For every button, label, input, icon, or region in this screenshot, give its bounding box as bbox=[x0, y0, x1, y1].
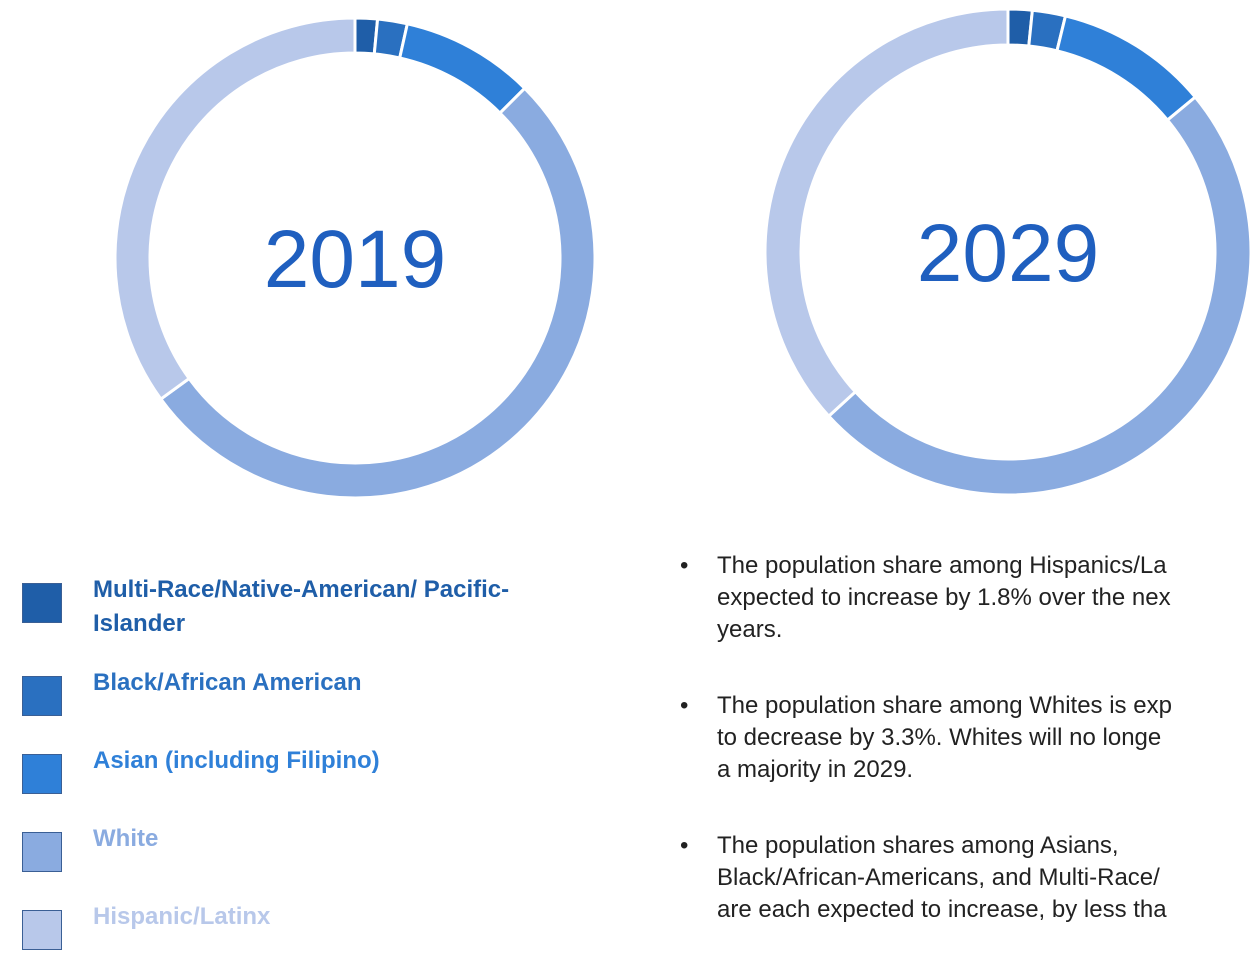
bullet-line: expected to increase by 1.8% over the ne… bbox=[717, 584, 1171, 611]
bullet: • The population share among Whites is ex… bbox=[680, 690, 1256, 786]
legend-label: Asian (including Filipino) bbox=[93, 747, 380, 774]
donut-segment bbox=[397, 21, 527, 116]
donut-segment bbox=[113, 16, 357, 402]
legend-swatch bbox=[22, 910, 62, 950]
bullet-line: years. bbox=[717, 616, 783, 643]
bullet-line: Black/African-Americans, and Multi-Race/ bbox=[717, 864, 1160, 891]
bullet: • The population shares among Asians, Blac… bbox=[680, 830, 1256, 926]
bullet-line: a majority in 2029. bbox=[717, 756, 914, 783]
legend-swatch bbox=[22, 832, 62, 872]
legend-label: Black/African American bbox=[93, 669, 362, 696]
legend-label: Multi-Race/Native-American/ Pacific-Isla… bbox=[93, 576, 510, 637]
bullet-dot: • bbox=[680, 692, 689, 719]
legend-label: Hispanic/Latinx bbox=[93, 903, 271, 930]
legend-swatch bbox=[22, 676, 62, 716]
bullet-line: to decrease by 3.3%. Whites will no long… bbox=[717, 724, 1162, 751]
legend-swatch bbox=[22, 583, 62, 623]
bullet-dot: • bbox=[680, 832, 689, 859]
bullet: • The population share among Hispanics/La… bbox=[680, 550, 1256, 646]
bullet-line: are each expected to increase, by less t… bbox=[717, 896, 1167, 923]
donut-segment bbox=[1055, 14, 1198, 123]
bullet-dot: • bbox=[680, 552, 689, 579]
bullet-line: The population share among Whites is exp bbox=[717, 692, 1172, 719]
donut-center-label: 2019 bbox=[264, 214, 446, 305]
bullet-line: The population shares among Asians, bbox=[717, 832, 1119, 859]
legend-swatch bbox=[22, 754, 62, 794]
bullet-list: • The population share among Hispanics/La… bbox=[680, 550, 1256, 970]
bullet-line: The population share among Hispanics/La bbox=[717, 552, 1167, 579]
donut-segment bbox=[158, 86, 597, 500]
legend-label: White bbox=[93, 825, 159, 852]
donut-center-label: 2029 bbox=[917, 208, 1099, 299]
donut-segment bbox=[763, 7, 1010, 419]
